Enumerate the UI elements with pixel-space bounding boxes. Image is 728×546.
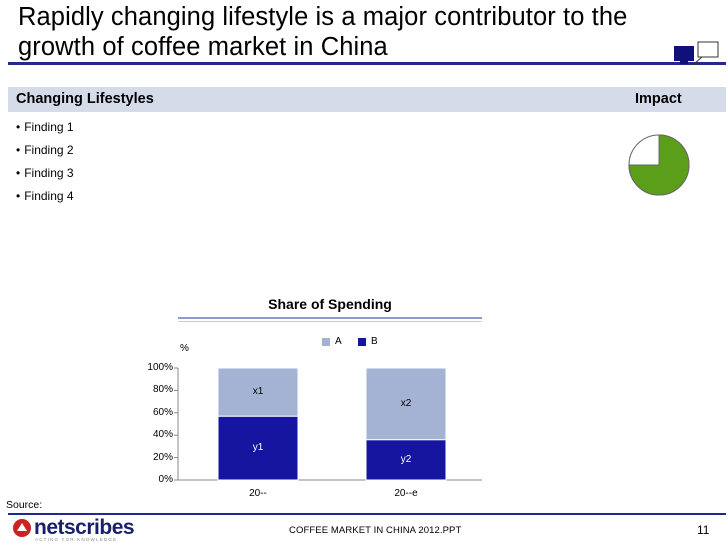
source-label: Source: [6, 499, 43, 511]
bullet: • [16, 120, 21, 134]
list-item: • Finding 4 [16, 185, 74, 208]
list-item: • Finding 3 [16, 162, 74, 185]
legend-item-b: B [358, 336, 378, 347]
y-tick-label: 40% [152, 429, 173, 441]
section-label-impact: Impact [635, 91, 682, 107]
findings-list: • Finding 1 • Finding 2 • Finding 3 • Findin… [16, 116, 74, 208]
logo-tagline: ACTING FOR KNOWLEDGE [35, 537, 118, 542]
chart-title-rule-secondary [178, 321, 482, 322]
legend-label-a: A [335, 336, 342, 347]
slide-title-line-1: Rapidly changing lifestyle is a major co… [18, 3, 628, 31]
logo-mark-icon [13, 519, 31, 537]
bar-data-label: y2 [400, 453, 412, 465]
finding-text: Finding 1 [24, 120, 74, 134]
impact-pie-chart [628, 134, 690, 196]
bullet: • [16, 143, 21, 157]
y-tick-label: 20% [152, 451, 173, 463]
footer-filename: COFFEE MARKET IN CHINA 2012.PPT [289, 525, 462, 536]
list-item: • Finding 2 [16, 139, 74, 162]
bullet: • [16, 189, 21, 203]
y-axis-title: % [180, 343, 189, 354]
bullet: • [16, 166, 21, 180]
bar-segment-b [217, 415, 299, 481]
x-tick-label: 20--e [394, 488, 418, 499]
legend-item-a: A [322, 336, 342, 347]
finding-text: Finding 4 [24, 189, 74, 203]
impact-pie-slice [628, 134, 690, 196]
list-item: • Finding 1 [16, 116, 74, 139]
x-tick-label: 20-- [249, 488, 267, 499]
slide-title-line-2: growth of coffee market in China [18, 33, 388, 61]
section-label-changing-lifestyles: Changing Lifestyles [16, 91, 154, 107]
finding-text: Finding 2 [24, 143, 74, 157]
legend-label-b: B [371, 336, 378, 347]
bar-data-label: x2 [400, 397, 412, 409]
bar-segment-b [365, 439, 447, 481]
logo-name: netscribes [34, 516, 135, 539]
bar-segment-a [365, 367, 447, 441]
bar-segment-a [217, 367, 299, 417]
legend-swatch-b [358, 337, 366, 346]
chart-title: Share of Spending [268, 296, 392, 312]
finding-text: Finding 3 [24, 166, 74, 180]
slide-title-area [0, 0, 728, 62]
y-tick-label: 0% [158, 474, 173, 485]
section-header-band [8, 87, 726, 112]
y-tick-label: 100% [147, 362, 173, 373]
bar-data-label: y1 [252, 442, 264, 454]
bar-data-label: x1 [252, 386, 264, 398]
monitor-icon [674, 41, 719, 65]
page-number: 11 [697, 523, 710, 537]
y-tick-label: 80% [152, 384, 173, 396]
netscribes-logo: netscribes ACTING FOR KNOWLEDGE [12, 516, 135, 542]
footer-rule [8, 513, 726, 515]
y-tick-label: 60% [152, 406, 173, 418]
slide-title: Rapidly changing lifestyle is a major co… [18, 2, 627, 62]
chart-title-rule [178, 317, 482, 319]
title-rule [8, 62, 726, 65]
legend-swatch-a [322, 337, 330, 346]
